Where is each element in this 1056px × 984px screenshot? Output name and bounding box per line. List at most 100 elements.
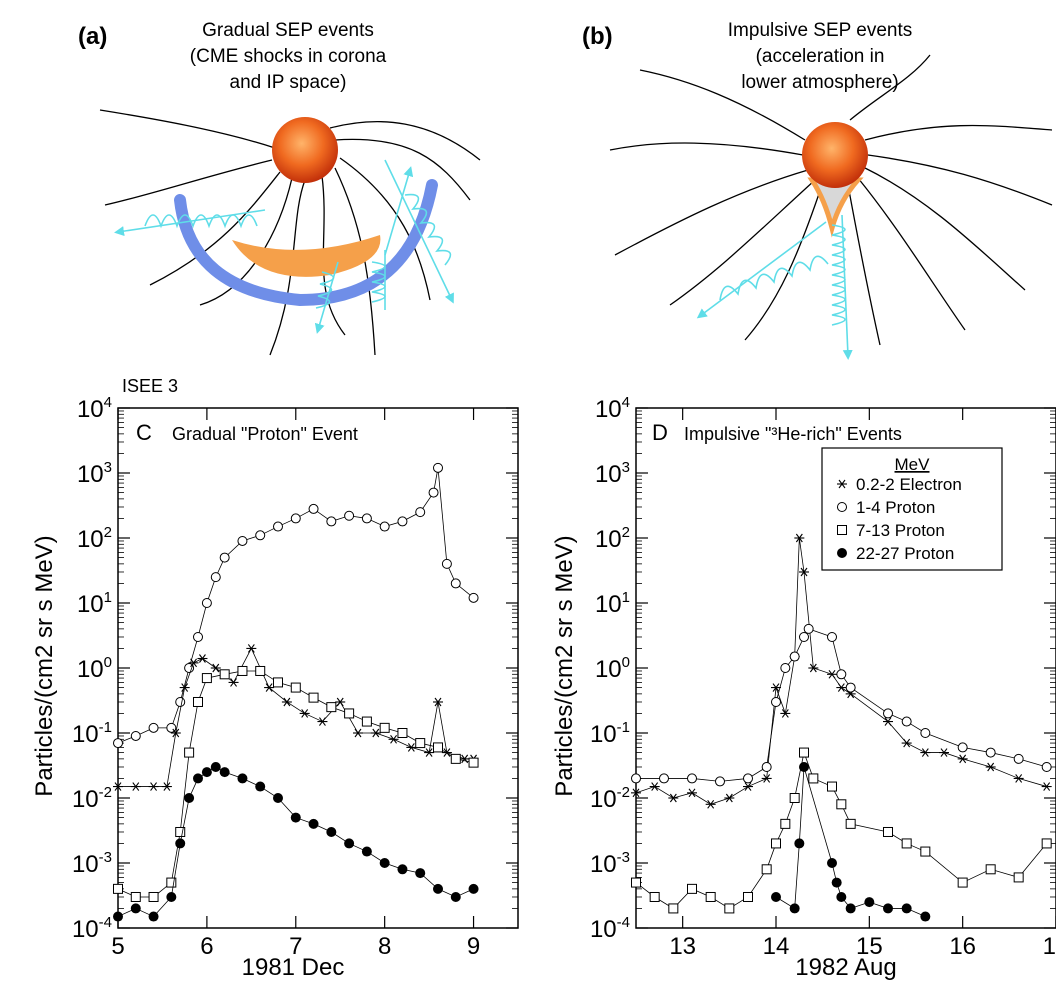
chart-c-data-point [335, 697, 346, 707]
chart-c-title: Gradual "Proton" Event [172, 424, 358, 444]
chart-c-ytick-label: 103 [77, 459, 112, 488]
chart-c-data-point [255, 530, 266, 541]
chart-d-data-point [957, 877, 968, 888]
chart-c-data-point [201, 598, 212, 608]
chart-c-data-point [210, 761, 221, 772]
chart-c-data-point [184, 793, 195, 803]
legend-label: 7-13 Proton [856, 521, 945, 540]
chart-c-data-point [388, 734, 399, 744]
chart-c-ytick-label: 101 [77, 589, 112, 618]
chart-c-xtick-label: 6 [200, 933, 213, 960]
chart-d-data-point [957, 742, 968, 753]
chart-c-data-point [450, 578, 461, 589]
chart-c: C Gradual "Proton" Event 10-410-310-210-… [72, 394, 519, 981]
chart-d-data-point [668, 903, 679, 914]
chart-c-data-point [255, 781, 266, 792]
chart-d-data-point [985, 864, 996, 875]
chart-c-data-point [179, 683, 190, 692]
chart-d-data-point [705, 891, 716, 902]
chart-d-ytick-label: 10-2 [590, 784, 630, 813]
chart-c-data-point [379, 722, 390, 733]
chart-d-title: Impulsive "³He-rich" Events [684, 424, 902, 444]
legend-marker-open-circle [837, 502, 847, 512]
chart-c-data-point [210, 572, 221, 583]
chart-c-data-point [344, 708, 355, 719]
chart-d-xtick-label: 15 [856, 933, 883, 960]
chart-d-data-point [761, 774, 772, 783]
chart-d-data-point [1013, 872, 1024, 883]
chart-c-data-point [397, 864, 408, 875]
panel-a-title-line-3: and IP space) [230, 72, 347, 93]
chart-d-data-point [794, 533, 805, 543]
legend-label: 22-27 Proton [856, 544, 954, 563]
chart-c-data-point [237, 773, 248, 784]
chart-c-xtick-label: 5 [111, 933, 124, 960]
chart-d-data-point [920, 911, 931, 922]
chart-c-data-point [264, 683, 275, 692]
chart-d-data-point [771, 683, 781, 692]
chart-c-data-point [428, 487, 439, 498]
chart-c-data-point [161, 782, 172, 791]
chart-c-series-line [117, 670, 474, 898]
chart-c-data-point [290, 513, 301, 524]
panel-a-shock-front [174, 179, 438, 307]
chart-d-data-point [799, 631, 809, 642]
legend-marker-open-square [837, 525, 847, 535]
chart-d-legend: MeV 0.2-2 Electron 1-4 Proton 7-13 Proton 2… [821, 447, 1003, 571]
chart-c-data-point [397, 516, 408, 527]
chart-d-data-point [668, 793, 679, 803]
chart-d-data-point [771, 838, 781, 849]
chart-c-data-point [175, 838, 186, 849]
chart-d-ytick-label: 10-1 [590, 719, 630, 748]
chart-d-data-point [743, 782, 753, 791]
chart-d-data-point [649, 782, 660, 791]
chart-d-data-point [659, 773, 669, 784]
chart-d-data-point [799, 567, 809, 577]
chart-d-data-point [687, 788, 697, 798]
chart-c-data-point [201, 767, 212, 778]
chart-c-data-point [175, 696, 186, 707]
chart-c-data-point [170, 728, 181, 738]
instrument-label: ISEE 3 [122, 376, 178, 396]
chart-c-data-point [273, 521, 283, 532]
chart-d-data-point [631, 877, 641, 888]
panel-b-sun [802, 122, 868, 188]
chart-c-data-point [184, 747, 195, 758]
chart-c-data-point [308, 692, 319, 703]
chart-c-data-point [397, 728, 408, 738]
chart-c-ytick-label: 102 [77, 524, 112, 553]
chart-c-data-point [308, 818, 319, 829]
chart-c-xtick-label: 7 [289, 933, 302, 960]
chart-c-data-point [433, 742, 443, 753]
legend-title: MeV [895, 455, 931, 474]
chart-c-series-filled-circle [113, 761, 479, 922]
chart-c-ytick-label: 100 [77, 654, 112, 683]
chart-c-data-point [113, 782, 123, 791]
chart-d-data-point [901, 903, 912, 914]
legend-label: 0.2-2 Electron [856, 475, 962, 494]
panel-a-label: (a) [78, 23, 107, 50]
chart-c-data-point [219, 669, 230, 680]
chart-d-data-point [901, 738, 912, 748]
chart-d-data-point [715, 776, 725, 787]
chart-d-series-open-circle [631, 623, 1052, 787]
chart-c-data-point [326, 702, 337, 713]
chart-d-ytick-label: 102 [595, 524, 630, 553]
chart-d-data-point [1041, 782, 1052, 791]
chart-d-data-point [845, 818, 856, 829]
chart-d-data-point [649, 891, 660, 902]
chart-c-plot-frame [117, 407, 519, 929]
chart-c-series-asterisk [113, 644, 479, 791]
chart-d-data-point [808, 663, 819, 673]
chart-d-data-point [743, 773, 753, 784]
chart-d-series-filled-circle [771, 761, 931, 922]
chart-d-data-point [920, 748, 931, 757]
chart-c-data-point [193, 696, 203, 707]
chart-c-data-point [148, 891, 159, 902]
panel-a-title-line-2: (CME shocks in corona [190, 46, 387, 67]
chart-c-data-point [344, 510, 355, 521]
chart-c-ytick-label: 104 [77, 394, 112, 423]
chart-c-ytick-label: 10-1 [72, 719, 112, 748]
chart-d-data-point [743, 891, 753, 902]
chart-c-series-line [118, 647, 474, 787]
